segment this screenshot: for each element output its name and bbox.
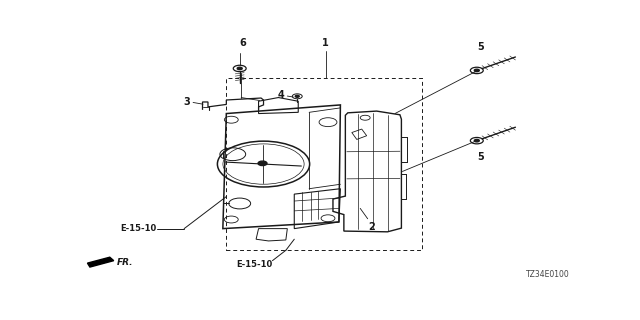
Text: 1: 1 [322,38,329,48]
Text: 5: 5 [477,42,484,52]
Text: 4: 4 [278,90,284,100]
Text: E-15-10: E-15-10 [121,224,157,233]
Circle shape [474,69,479,72]
Text: 5: 5 [477,152,484,162]
Circle shape [295,95,300,97]
Text: FR.: FR. [116,258,133,267]
Text: TZ34E0100: TZ34E0100 [526,270,570,279]
Polygon shape [88,257,114,267]
Circle shape [237,67,242,70]
Text: 2: 2 [369,222,376,232]
Text: 3: 3 [184,97,190,107]
Circle shape [258,161,267,165]
Text: 6: 6 [239,38,246,48]
Bar [227,78,422,250]
Text: E-15-10: E-15-10 [236,260,273,269]
Circle shape [474,140,479,142]
